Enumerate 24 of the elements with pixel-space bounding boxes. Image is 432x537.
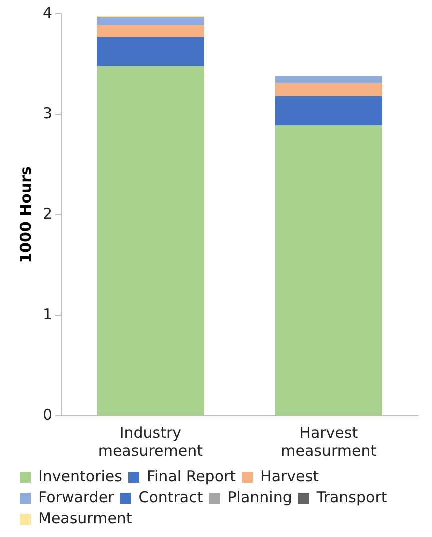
y-tick-label: 3 bbox=[42, 104, 53, 122]
x-tick-label: Industry measurement bbox=[98, 424, 204, 460]
bar bbox=[275, 126, 382, 416]
legend-label: Forwarder bbox=[38, 488, 116, 506]
bar bbox=[97, 37, 204, 66]
legend-label: Planning bbox=[228, 488, 292, 506]
bar bbox=[275, 83, 382, 96]
legend-label: Inventories bbox=[38, 467, 123, 486]
bar bbox=[97, 25, 204, 38]
legend-label: Transport bbox=[316, 488, 388, 506]
bar bbox=[275, 76, 382, 84]
y-tick-label: 2 bbox=[42, 204, 53, 223]
y-tick-label: 4 bbox=[42, 4, 53, 22]
legend-label: Final Report bbox=[146, 467, 236, 486]
legend-label: Measurment bbox=[38, 509, 132, 528]
y-tick-label: 1 bbox=[42, 305, 53, 324]
bar bbox=[97, 17, 204, 26]
legend-label: Harvest bbox=[260, 467, 320, 486]
bar bbox=[97, 66, 204, 416]
y-axis-title: 1000 Hours bbox=[16, 166, 35, 264]
legend-label: Contract bbox=[138, 488, 204, 506]
x-tick-label: Harvest measurment bbox=[281, 424, 377, 460]
bar bbox=[275, 96, 382, 126]
y-tick-label: 0 bbox=[42, 406, 53, 424]
